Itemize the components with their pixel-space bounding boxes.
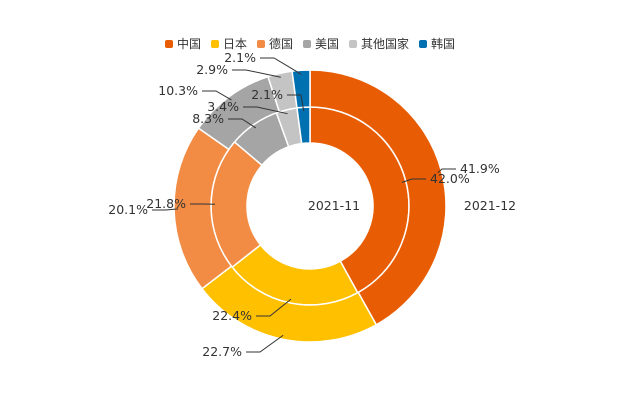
- series-label-inner: 2021-11: [308, 198, 360, 213]
- legend-swatch: [419, 39, 428, 48]
- leader-line: [202, 90, 232, 101]
- slice-outer[interactable]: [291, 69, 311, 109]
- legend-item[interactable]: 韩国: [419, 35, 455, 52]
- legend-swatch: [164, 39, 173, 48]
- data-label-outer: 41.9%: [460, 161, 500, 176]
- legend-label: 韩国: [431, 37, 456, 51]
- legend-label: 中国: [176, 37, 201, 51]
- legend-label: 其他国家: [361, 37, 410, 51]
- data-label-inner: 2.1%: [251, 87, 283, 102]
- legend-swatch: [303, 39, 311, 48]
- legend-item[interactable]: 日本: [210, 35, 247, 52]
- legend-label: 美国: [315, 37, 340, 51]
- leader-line: [401, 178, 426, 183]
- legend-swatch: [256, 39, 265, 48]
- legend: 中国 日本 德国 美国 其他国家 韩国: [0, 35, 620, 52]
- slice-outer[interactable]: [309, 69, 447, 326]
- legend-item[interactable]: 其他国家: [349, 35, 409, 52]
- leader-line: [260, 57, 302, 75]
- data-label-inner: 22.4%: [212, 308, 252, 323]
- data-label-outer: 20.1%: [108, 202, 148, 217]
- leader-line: [232, 69, 281, 78]
- legend-swatch: [349, 39, 358, 48]
- legend-item[interactable]: 德国: [256, 35, 293, 52]
- leader-line: [437, 168, 456, 174]
- data-label-inner: 42.0%: [430, 171, 470, 186]
- data-label-outer: 10.3%: [158, 83, 198, 98]
- leader-line: [256, 298, 292, 317]
- data-label-inner: 3.4%: [207, 99, 239, 114]
- data-label-outer: 2.1%: [224, 50, 256, 65]
- leader-line: [287, 94, 305, 112]
- data-label-outer: 22.7%: [202, 344, 242, 359]
- data-label-inner: 21.8%: [146, 196, 186, 211]
- legend-label: 日本: [222, 37, 247, 51]
- legend-item[interactable]: 美国: [303, 35, 339, 52]
- legend-item[interactable]: 中国: [164, 35, 201, 52]
- leader-line: [246, 334, 284, 353]
- leader-line: [228, 118, 257, 129]
- legend-swatch: [210, 39, 219, 48]
- data-label-outer: 2.9%: [196, 62, 228, 77]
- leader-line: [152, 208, 179, 211]
- legend-label: 德国: [268, 37, 293, 51]
- series-label-outer: 2021-12: [464, 198, 516, 213]
- data-label-inner: 8.3%: [192, 111, 224, 126]
- leader-line: [243, 106, 288, 115]
